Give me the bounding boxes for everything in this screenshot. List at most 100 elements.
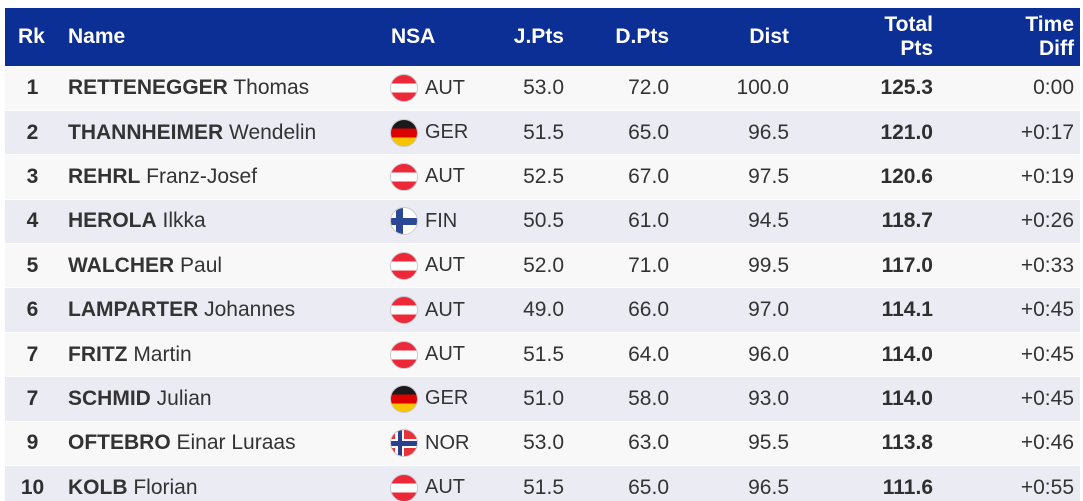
- rank-value: 1: [26, 76, 39, 100]
- nsa-code: AUT: [425, 254, 465, 277]
- flag-icon-aut: [390, 296, 418, 325]
- table-row: 6 LAMPARTER Johannes AUT 49.0 66.0 97.0 114.1 +…: [5, 287, 1080, 333]
- athlete-first-name: Martin: [127, 342, 192, 366]
- athlete-name: OFTEBRO Einar Luraas: [60, 421, 385, 465]
- table-row: 1 RETTENEGGER Thomas AUT 53.0 72.0 100.0 125.3…: [5, 66, 1080, 111]
- athlete-first-name: Johannes: [198, 298, 296, 322]
- nsa-wrap: AUT: [390, 340, 480, 369]
- nsa-cell: AUT: [385, 466, 480, 501]
- time-diff-value: +0:45: [1020, 386, 1074, 410]
- col-header-jpts: J.Pts: [513, 24, 564, 48]
- nsa-wrap: AUT: [390, 162, 480, 191]
- athlete-last-name: HEROLA: [68, 209, 157, 233]
- table-row: 10 KOLB Florian AUT 51.5 65.0 96.5 111.6 +0:55: [5, 465, 1080, 501]
- rank-value: 3: [26, 164, 39, 188]
- athlete-last-name: RETTENEGGER: [68, 76, 228, 100]
- distance-value: 96.0: [748, 342, 789, 366]
- rank-value: 7: [26, 386, 39, 410]
- jump-points-value: 51.5: [523, 475, 564, 499]
- athlete-last-name: SCHMID: [68, 386, 151, 410]
- results-table: Rk Name NSA J.Pts D.Pts Dist Total Pts Ti…: [5, 8, 1080, 501]
- table-row: 4 HEROLA Ilkka FIN 50.5 61.0 94.5 118.7 +0:26: [5, 199, 1080, 244]
- athlete-name: REHRL Franz-Josef: [60, 155, 385, 199]
- nsa-wrap: NOR: [390, 429, 480, 458]
- total-points-value: 114.0: [881, 342, 933, 366]
- jump-points-value: 53.0: [523, 76, 564, 100]
- athlete-first-name: Einar Luraas: [170, 431, 296, 455]
- nsa-cell: AUT: [385, 288, 480, 332]
- distance-points-value: 67.0: [628, 164, 669, 188]
- athlete-first-name: Florian: [127, 475, 198, 499]
- distance-points-value: 64.0: [628, 342, 669, 366]
- jump-points-value: 51.5: [523, 342, 564, 366]
- athlete-last-name: THANNHEIMER: [68, 120, 224, 144]
- jump-points-value: 49.0: [523, 298, 564, 322]
- jump-points-value: 52.5: [523, 164, 564, 188]
- total-points-value: 117.0: [881, 253, 933, 277]
- jump-points-value: 50.5: [523, 209, 564, 233]
- distance-value: 96.5: [748, 120, 789, 144]
- nsa-wrap: GER: [390, 118, 480, 147]
- distance-points-value: 71.0: [628, 253, 669, 277]
- nsa-cell: NOR: [385, 421, 480, 465]
- flag-icon-fin: [390, 207, 418, 236]
- athlete-name: RETTENEGGER Thomas: [60, 66, 385, 110]
- time-diff-value: +0:46: [1020, 431, 1074, 455]
- nsa-cell: AUT: [385, 155, 480, 199]
- athlete-first-name: Thomas: [227, 76, 310, 100]
- time-diff-value: +0:55: [1020, 475, 1074, 499]
- distance-points-value: 66.0: [628, 298, 669, 322]
- col-header-rank: Rk: [18, 24, 45, 48]
- distance-value: 95.5: [748, 431, 789, 455]
- nsa-cell: FIN: [385, 199, 480, 243]
- jump-points-value: 53.0: [523, 431, 564, 455]
- distance-points-value: 72.0: [628, 76, 669, 100]
- col-header-time-line2: Diff: [1039, 36, 1074, 60]
- col-header-dpts: D.Pts: [615, 24, 669, 48]
- total-points-value: 121.0: [880, 120, 933, 144]
- distance-value: 93.0: [748, 386, 789, 410]
- flag-icon-aut: [390, 473, 418, 501]
- athlete-last-name: REHRL: [68, 164, 141, 188]
- nsa-code: GER: [425, 387, 469, 410]
- nsa-wrap: AUT: [390, 296, 480, 325]
- total-points-value: 111.6: [882, 475, 933, 499]
- distance-points-value: 63.0: [628, 431, 669, 455]
- nsa-code: FIN: [425, 209, 458, 232]
- time-diff-value: +0:45: [1020, 342, 1074, 366]
- rank-value: 9: [26, 431, 39, 455]
- distance-points-value: 58.0: [628, 386, 669, 410]
- time-diff-value: +0:45: [1020, 298, 1074, 322]
- rank-value: 4: [26, 209, 39, 233]
- col-header-total-line1: Total: [884, 12, 933, 36]
- col-header-name: Name: [68, 24, 126, 48]
- table-row: 5 WALCHER Paul AUT 52.0 71.0 99.5 117.0 +0:33: [5, 243, 1080, 288]
- jump-points-value: 51.5: [523, 120, 564, 144]
- nsa-code: AUT: [425, 343, 465, 366]
- athlete-first-name: Paul: [174, 253, 223, 277]
- nsa-wrap: GER: [390, 384, 480, 413]
- col-header-nsa: NSA: [391, 24, 436, 48]
- flag-icon-aut: [390, 162, 418, 191]
- table-row: 3 REHRL Franz-Josef AUT 52.5 67.0 97.5 120.6 +0…: [5, 154, 1080, 200]
- distance-value: 97.5: [748, 164, 789, 188]
- rank-value: 5: [26, 253, 39, 277]
- col-header-time-diff: Time Diff: [945, 8, 1080, 66]
- table-row: 2 THANNHEIMER Wendelin GER 51.5 65.0 96.5 121.…: [5, 110, 1080, 155]
- col-header-time-line1: Time: [1025, 12, 1074, 36]
- nsa-wrap: AUT: [390, 74, 480, 103]
- time-diff-value: +0:33: [1020, 253, 1074, 277]
- nsa-code: AUT: [425, 298, 465, 321]
- distance-points-value: 65.0: [628, 120, 669, 144]
- results-table-body: 1 RETTENEGGER Thomas AUT 53.0 72.0 100.0 125.3…: [5, 66, 1080, 501]
- nsa-wrap: AUT: [390, 251, 480, 280]
- flag-icon-aut: [390, 251, 418, 280]
- athlete-last-name: LAMPARTER: [68, 298, 199, 322]
- flag-icon-aut: [390, 340, 418, 369]
- athlete-last-name: OFTEBRO: [68, 431, 171, 455]
- athlete-name: LAMPARTER Johannes: [60, 288, 385, 332]
- nsa-code: AUT: [425, 76, 465, 99]
- rank-value: 2: [26, 120, 39, 144]
- athlete-first-name: Wendelin: [223, 120, 317, 144]
